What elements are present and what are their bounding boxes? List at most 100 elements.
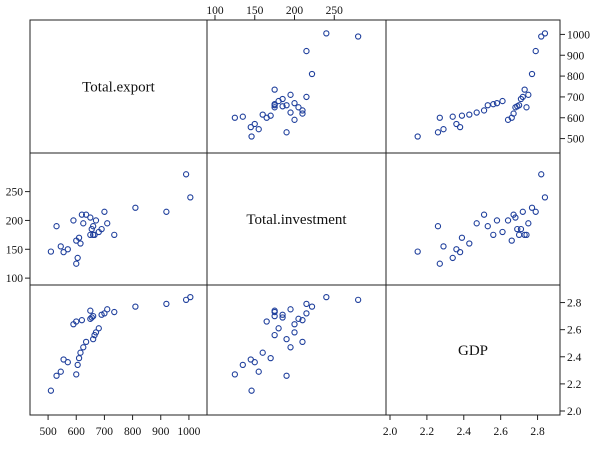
tick-label: 500 [567, 134, 585, 146]
point-gdp-vs-export [80, 344, 87, 351]
point-investment-vs-gdp [466, 240, 473, 247]
point-gdp-vs-export [132, 303, 139, 310]
tick-label: 1000 [177, 426, 200, 438]
point-gdp-vs-export [87, 307, 94, 314]
tick-label: 800 [567, 71, 585, 83]
tick-label: 2.0 [567, 406, 582, 418]
tick-label: 250 [6, 187, 24, 199]
point-gdp-vs-export [73, 371, 80, 378]
point-gdp-vs-investment [291, 329, 298, 336]
tick-label: 1000 [567, 29, 590, 41]
point-gdp-vs-export [75, 354, 83, 362]
point-investment-vs-export [77, 240, 84, 247]
point-investment-vs-gdp [434, 223, 442, 230]
point-gdp-vs-investment [271, 331, 278, 339]
tick-label: 2.2 [420, 426, 435, 438]
point-export-vs-gdp [434, 129, 442, 136]
point-investment-vs-gdp [490, 231, 497, 239]
point-export-vs-gdp [414, 133, 421, 140]
tick-label: 100 [6, 273, 24, 285]
point-gdp-vs-investment [287, 306, 294, 313]
point-export-vs-gdp [521, 86, 528, 93]
tick-label: 600 [68, 426, 86, 438]
point-investment-vs-export [132, 204, 139, 211]
point-investment-vs-gdp [517, 225, 525, 233]
point-investment-vs-export [73, 237, 80, 244]
point-gdp-vs-export [95, 325, 102, 332]
point-investment-vs-export [111, 231, 118, 239]
point-gdp-vs-investment [323, 293, 330, 301]
point-investment-vs-export [90, 231, 97, 239]
tick-label: 2.8 [567, 298, 582, 310]
point-investment-vs-export [60, 249, 67, 256]
point-gdp-vs-investment [271, 307, 278, 314]
point-gdp-vs-investment [275, 325, 282, 332]
point-investment-vs-export [57, 243, 64, 250]
point-export-vs-gdp [440, 126, 447, 133]
point-investment-vs-export [73, 260, 80, 267]
point-investment-vs-gdp [538, 171, 545, 178]
point-investment-vs-gdp [504, 217, 512, 224]
point-investment-vs-export [78, 211, 86, 218]
point-investment-vs-gdp [523, 231, 530, 239]
point-gdp-vs-investment [295, 315, 302, 322]
point-gdp-vs-investment [239, 361, 246, 369]
point-gdp-vs-export [182, 296, 190, 303]
tick-label: 150 [246, 5, 264, 17]
point-gdp-vs-export [64, 359, 71, 366]
point-gdp-vs-export [104, 306, 111, 313]
point-investment-vs-export [88, 225, 95, 233]
point-investment-vs-gdp [449, 254, 456, 262]
point-export-vs-investment [287, 109, 294, 116]
point-export-vs-gdp [519, 93, 526, 101]
point-export-vs-gdp [449, 113, 456, 120]
point-export-vs-investment [231, 114, 239, 121]
point-export-vs-investment [259, 111, 266, 118]
point-investment-vs-export [98, 225, 105, 233]
point-export-vs-investment [291, 100, 298, 107]
point-investment-vs-gdp [493, 217, 501, 224]
point-investment-vs-export [187, 194, 194, 201]
point-investment-vs-gdp [436, 260, 443, 267]
point-gdp-vs-investment [303, 300, 310, 308]
point-gdp-vs-investment [247, 356, 254, 363]
point-gdp-vs-export [101, 310, 108, 317]
point-gdp-vs-investment [354, 296, 362, 303]
point-export-vs-gdp [436, 114, 443, 121]
point-gdp-vs-investment [263, 318, 270, 325]
point-investment-vs-export [87, 214, 94, 221]
diagonal-label-gdp: GDP [458, 343, 488, 359]
tick-label: 900 [152, 426, 170, 438]
point-gdp-vs-investment [308, 303, 316, 310]
point-gdp-vs-export [90, 312, 97, 320]
point-gdp-vs-investment [299, 317, 306, 324]
point-gdp-vs-investment [279, 314, 286, 321]
point-investment-vs-export [80, 220, 87, 227]
point-export-vs-gdp [466, 111, 473, 118]
point-investment-vs-gdp [532, 208, 539, 215]
point-gdp-vs-export [73, 318, 80, 325]
point-export-vs-gdp [515, 102, 523, 109]
point-gdp-vs-export [90, 336, 97, 343]
point-investment-vs-export [64, 246, 71, 253]
point-gdp-vs-investment [267, 354, 274, 362]
point-investment-vs-gdp [515, 231, 523, 239]
tick-label: 200 [6, 215, 24, 227]
point-export-vs-gdp [484, 102, 491, 109]
point-gdp-vs-export [88, 314, 95, 321]
point-export-vs-investment [303, 47, 310, 55]
point-export-vs-gdp [538, 33, 545, 40]
point-export-vs-gdp [528, 70, 536, 78]
point-investment-vs-gdp [541, 194, 549, 201]
point-export-vs-investment [248, 133, 255, 140]
point-investment-vs-export [74, 254, 81, 262]
point-export-vs-gdp [458, 112, 466, 119]
tick-label: 2.6 [567, 325, 582, 337]
tick-label: 2.4 [567, 352, 582, 364]
point-investment-vs-export [53, 223, 60, 230]
tick-label: 2.6 [493, 426, 508, 438]
point-export-vs-gdp [499, 97, 506, 105]
tick-label: 2.8 [530, 426, 545, 438]
point-export-vs-investment [323, 30, 330, 37]
